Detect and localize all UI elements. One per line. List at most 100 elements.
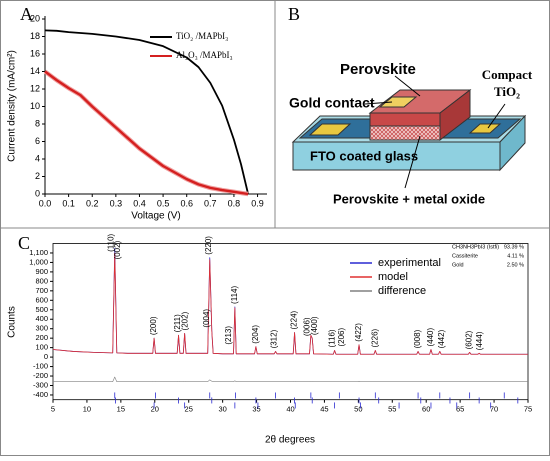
y-tick-label: 4 (35, 153, 40, 163)
mixed-label: Perovskite + metal oxide (333, 191, 485, 206)
y-tick-label: 6 (35, 136, 40, 146)
x-tick-label: 20 (151, 405, 159, 414)
perovskite-side (439, 88, 471, 142)
glass-label: FTO coated glass (310, 148, 418, 163)
peak-label: (444) (475, 331, 484, 350)
y-tick-label: 700 (35, 286, 48, 295)
compact-label: Compact (482, 67, 533, 82)
y-tick-label: -200 (33, 371, 48, 380)
x-tick-label: 40 (286, 405, 294, 414)
x-tick-label: 15 (117, 405, 125, 414)
peak-label: (440) (426, 328, 435, 347)
x-tick-label: 65 (456, 405, 464, 414)
peak-label: (220) (204, 236, 213, 255)
peak-label: (110) (106, 233, 115, 251)
x-tick-label: 0.0 (39, 198, 52, 208)
x-tick-label: 0.5 (157, 198, 170, 208)
x-tick-label: 0.3 (110, 198, 123, 208)
x-tick-label: 10 (83, 405, 91, 414)
y-tick-label: 0 (35, 188, 40, 198)
peak-label: (202) (180, 311, 189, 330)
legend-label: Al₂O₃ /MAPbI₃ (176, 50, 233, 60)
panel-label: C (18, 233, 30, 253)
x-tick-label: 0.7 (204, 198, 217, 208)
peak-label: (224) (290, 310, 299, 329)
y-tick-label: 800 (35, 276, 48, 285)
legend-label: model (378, 271, 408, 283)
y-tick-label: 900 (35, 267, 48, 276)
peak-label: (002) (113, 240, 122, 259)
mixed-layer (369, 125, 441, 141)
y-tick-label: 18 (30, 31, 40, 41)
peak-label: (400) (310, 316, 319, 335)
x-axis-label: Voltage (V) (131, 211, 180, 222)
x-tick-label: 60 (422, 405, 430, 414)
peak-label: (006) (303, 317, 312, 336)
y-tick-label: 0 (44, 352, 48, 361)
x-tick-label: 75 (524, 405, 532, 414)
y-tick-label: 100 (35, 343, 48, 352)
peak-label: (008) (413, 329, 422, 348)
glass-front (292, 141, 501, 171)
x-tick-label: 0.2 (86, 198, 99, 208)
gold-label: Gold contact (289, 95, 375, 111)
x-tick-label: 55 (388, 405, 396, 414)
y-axis-label: Counts (7, 306, 18, 338)
y-tick-label: 500 (35, 305, 48, 314)
y-axis-label: Current density (mA/cm²) (7, 50, 18, 162)
legend-label: TiO₂ /MAPbI₃ (176, 31, 228, 41)
y-tick-label: 14 (30, 66, 40, 76)
peak-label: (116) (328, 329, 337, 347)
peak-label: (114) (230, 286, 239, 304)
peak-label: (213) (224, 326, 233, 345)
gold-contact-top (378, 96, 418, 108)
phase-value: 4.11 % (507, 253, 524, 259)
y-tick-label: -400 (33, 390, 48, 399)
device-diagram: B Perovskite Gold contact Compact TiO₂ F… (288, 4, 533, 206)
y-tick-label: 600 (35, 295, 48, 304)
panel-label: B (288, 4, 300, 24)
compact-label: TiO₂ (494, 84, 520, 99)
x-tick-label: 0.8 (228, 198, 241, 208)
gold-contact-left (308, 123, 352, 136)
y-tick-label: 200 (35, 333, 48, 342)
peak-label: (442) (437, 329, 446, 348)
line-shadow (43, 69, 249, 197)
gold-contact-right (468, 123, 502, 134)
panel-label: A (20, 4, 33, 24)
peak-label: (312) (269, 329, 278, 348)
x-tick-label: 25 (185, 405, 193, 414)
y-tick-label: 1,000 (29, 257, 48, 266)
y-tick-label: 16 (30, 48, 40, 58)
x-tick-label: 0.4 (133, 198, 146, 208)
y-tick-label: 20 (30, 13, 40, 23)
phase-name: CH3NH3PbI3 (Istfi) (452, 244, 499, 250)
series-line (44, 29, 249, 195)
y-tick-label: 300 (35, 324, 48, 333)
y-tick-label: 12 (30, 83, 40, 93)
x-tick-label: 0.1 (62, 198, 75, 208)
peak-label: (422) (354, 323, 363, 342)
peak-label: (200) (149, 316, 158, 335)
y-tick-label: 1,100 (29, 248, 48, 257)
series-line (44, 70, 249, 196)
phase-value: 2.50 % (507, 262, 524, 268)
phase-value: 93.39 % (504, 244, 524, 250)
y-tick-label: 400 (35, 314, 48, 323)
y-tick-label: 2 (35, 171, 40, 181)
legend-label: experimental (378, 257, 441, 269)
peak-label: (226) (370, 328, 379, 347)
phase-name: Cassiterite (452, 253, 478, 259)
phase-name: Gold (452, 262, 464, 268)
glass-side (499, 114, 526, 172)
x-tick-label: 35 (252, 405, 260, 414)
y-tick-label: -100 (33, 362, 48, 371)
peak-label: (204) (251, 325, 260, 344)
x-tick-label: 0.6 (180, 198, 193, 208)
x-tick-label: 30 (218, 405, 226, 414)
y-tick-label: 10 (30, 101, 40, 111)
y-tick-label: -300 (33, 380, 48, 389)
legend-label: difference (378, 285, 426, 297)
perovskite-label: Perovskite (340, 61, 416, 78)
